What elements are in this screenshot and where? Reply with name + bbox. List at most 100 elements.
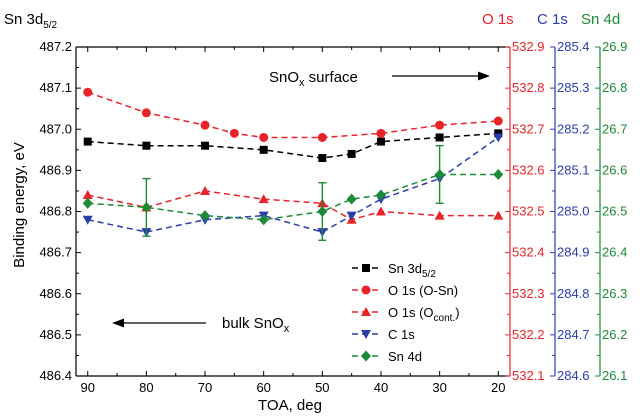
c1s-tick-label: 285.2 <box>557 121 590 136</box>
x-tick-label: 90 <box>80 380 94 395</box>
data-point <box>142 141 151 150</box>
left-axis-title: Sn 3d5/2 <box>4 11 58 31</box>
data-point <box>258 214 269 226</box>
surface-annotation: SnOx surface <box>269 69 358 89</box>
data-point <box>434 210 445 220</box>
o1s-tick-label: 532.4 <box>512 245 545 260</box>
series-4 <box>82 144 504 241</box>
data-point <box>376 128 386 138</box>
legend-label-text: Sn 4d <box>388 349 422 364</box>
data-point <box>434 168 445 180</box>
legend: Sn 3d5/2 O 1s (O-Sn) O 1s (Ocont.) C 1s Sn 4… <box>352 261 460 364</box>
c1s-tick-label: 285.4 <box>557 39 590 54</box>
data-point <box>141 108 151 118</box>
c1s-tick-label: 284.6 <box>557 368 590 383</box>
sn4d-tick-label: 26.2 <box>602 327 627 342</box>
sn4d-tick-label: 26.5 <box>602 204 627 219</box>
left-tick-label: 487.2 <box>39 39 72 54</box>
left-tick-label: 486.6 <box>39 286 72 301</box>
data-point <box>346 211 357 221</box>
o1s-tick-label: 532.2 <box>512 327 545 342</box>
y-axis-label: Binding energy, eV <box>11 142 28 268</box>
legend-label: Sn 3d5/2 <box>388 261 436 280</box>
c1s-tick-label: 285.0 <box>557 204 590 219</box>
legend-label-text: O 1s (O-Sn) <box>388 283 458 298</box>
series-0 <box>83 129 503 163</box>
data-point <box>258 194 269 204</box>
data-point <box>82 215 93 225</box>
data-point <box>318 154 327 163</box>
series-layer <box>82 87 504 241</box>
legend-label: Sn 4d <box>388 349 422 364</box>
x-tick-label: 80 <box>139 380 153 395</box>
legend-marker <box>361 307 371 316</box>
left-tick-label: 486.5 <box>39 327 72 342</box>
data-point <box>82 197 93 209</box>
legend-label-tail: ) <box>455 305 459 320</box>
x-tick-label: 20 <box>491 380 505 395</box>
data-point <box>435 133 444 142</box>
data-point <box>494 129 503 138</box>
legend-label-sub: 5/2 <box>422 269 436 280</box>
c1s-tick-label: 285.1 <box>557 162 590 177</box>
c1s-tick-label: 285.3 <box>557 80 590 95</box>
data-point <box>376 137 385 146</box>
series-2 <box>82 185 504 224</box>
data-point <box>493 133 504 143</box>
legend-label-text: Sn 3d <box>388 261 422 276</box>
c1s-tick-label: 284.8 <box>557 286 590 301</box>
o1s-tick-label: 532.1 <box>512 368 545 383</box>
bulk-annotation: bulk SnOx <box>222 315 290 335</box>
sn4d-tick-label: 26.7 <box>602 121 627 136</box>
o1s-tick-label: 532.7 <box>512 121 545 136</box>
sn4d-tick-label: 26.6 <box>602 162 627 177</box>
bulk-arrow <box>112 318 206 328</box>
sn4d-tick-label: 26.4 <box>602 245 627 260</box>
legend-label: O 1s (O-Sn) <box>388 283 458 298</box>
sn4d-tick-label: 26.9 <box>602 39 627 54</box>
legend-label: C 1s <box>388 327 415 342</box>
legend-marker <box>362 264 370 272</box>
data-point <box>493 116 503 126</box>
data-point <box>347 149 356 158</box>
left-tick-label: 486.8 <box>39 204 72 219</box>
data-point <box>346 193 357 205</box>
legend-label-sub: cont. <box>434 313 456 324</box>
x-axis-label: TOA, deg <box>258 397 322 414</box>
o1s-tick-label: 532.3 <box>512 286 545 301</box>
o1s-tick-label: 532.5 <box>512 204 545 219</box>
x-tick-label: 60 <box>256 380 270 395</box>
left-axis-title-main: Sn 3d <box>4 11 43 28</box>
c1s-tick-label: 284.9 <box>557 245 590 260</box>
data-point <box>82 190 93 200</box>
data-point <box>201 141 210 150</box>
data-point <box>229 128 239 138</box>
x-tick-label: 30 <box>432 380 446 395</box>
data-point <box>83 87 93 97</box>
x-tick-label: 40 <box>374 380 388 395</box>
left-tick-label: 486.7 <box>39 245 72 260</box>
axes-layer: 90 80 70 60 50 40 30 20 486.4 486.5 486.6 486.7 486.… <box>39 39 627 395</box>
o1s-axis-title: O 1s <box>482 11 514 28</box>
legend-marker <box>361 285 371 295</box>
legend-label: O 1s (Ocont.) <box>388 305 460 324</box>
left-axis-title-sub: 5/2 <box>43 20 57 31</box>
o1s-tick-label: 532.9 <box>512 39 545 54</box>
c1s-axis-title: C 1s <box>537 11 568 28</box>
data-point <box>317 206 328 217</box>
sn4d-tick-label: 26.3 <box>602 286 627 301</box>
data-point <box>83 137 92 146</box>
legend-marker <box>361 330 371 339</box>
data-point <box>259 145 268 154</box>
series-line <box>87 173 499 221</box>
left-tick-label: 487.0 <box>39 121 72 136</box>
legend-label-text: C 1s <box>388 327 415 342</box>
sn4d-axis-title: Sn 4d <box>581 11 620 28</box>
left-tick-label: 487.1 <box>39 80 72 95</box>
data-point <box>200 185 211 195</box>
o1s-tick-label: 532.8 <box>512 80 545 95</box>
data-point <box>375 189 386 201</box>
data-point <box>493 210 504 220</box>
o1s-tick-label: 532.6 <box>512 162 545 177</box>
